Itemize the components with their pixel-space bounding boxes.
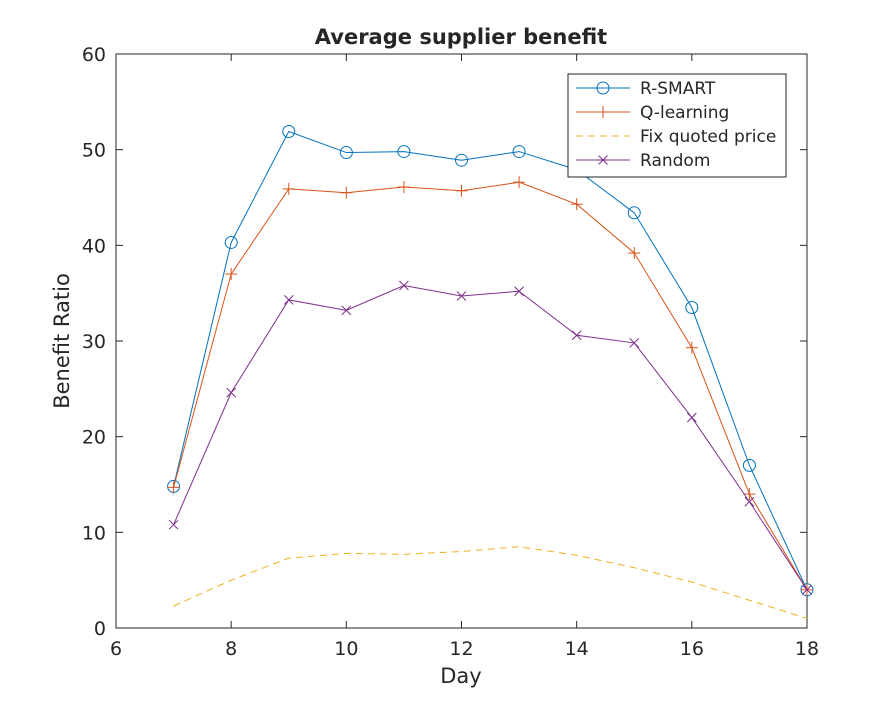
legend-label: Random: [640, 151, 710, 171]
x-tick-label: 10: [334, 638, 358, 660]
x-tick-label: 8: [225, 638, 237, 660]
y-tick-label: 40: [82, 235, 106, 257]
x-tick-label: 12: [449, 638, 473, 660]
data-point-random: [686, 412, 697, 423]
data-point-q-learning: [513, 176, 526, 189]
data-point-r-smart: [742, 458, 756, 472]
legend-label: Q-learning: [640, 103, 729, 123]
data-point-random: [571, 330, 582, 341]
data-point-r-smart: [455, 153, 468, 167]
data-point-r-smart: [282, 124, 296, 138]
x-tick-label: 16: [680, 638, 704, 660]
data-point-q-learning: [282, 182, 295, 195]
x-tick-label: 6: [110, 638, 122, 660]
data-point-random: [226, 387, 237, 398]
series-line-r-smart: [173, 130, 808, 590]
data-point-random: [514, 286, 524, 297]
data-point-q-learning: [685, 341, 698, 354]
data-point-r-smart: [224, 235, 238, 249]
x-axis: 6 8 10 12 14 16 18: [110, 54, 819, 660]
data-point-random: [744, 496, 755, 507]
y-tick-label: 0: [94, 618, 106, 640]
legend: R-SMART Q-learning Fix quoted price Random: [567, 73, 787, 178]
series-q-learning: [167, 176, 813, 596]
y-tick-label: 10: [82, 522, 106, 544]
legend-marker-random: [598, 155, 608, 165]
legend-marker-r-smart: [596, 81, 610, 95]
x-tick-label: 14: [565, 638, 589, 660]
data-point-q-learning: [570, 198, 583, 211]
data-point-r-smart: [397, 145, 411, 159]
x-axis-label: Day: [440, 664, 481, 688]
y-tick-label: 30: [82, 331, 106, 353]
legend-label: Fix quoted price: [640, 127, 776, 147]
data-point-r-smart: [339, 146, 353, 160]
data-point-q-learning: [167, 481, 180, 494]
y-tick-label: 50: [82, 140, 106, 162]
data-point-r-smart: [512, 145, 526, 159]
data-point-random: [802, 584, 812, 595]
data-point-q-learning: [455, 184, 468, 197]
series-line-q-learning: [173, 181, 808, 590]
y-tick-label: 60: [82, 44, 106, 66]
y-axis: 0 10 20 30 40 50 60: [82, 44, 807, 640]
data-point-q-learning: [397, 180, 410, 193]
chart-title: Average supplier benefit: [315, 25, 607, 49]
series-layer: [167, 124, 814, 619]
series-fix-quoted-price: [173, 546, 808, 619]
data-point-q-learning: [340, 186, 353, 199]
series-line-fix-quoted-price: [173, 546, 808, 619]
data-point-random: [399, 280, 409, 291]
legend-label: R-SMART: [640, 79, 716, 99]
data-point-random: [283, 295, 294, 305]
data-point-q-learning: [628, 246, 641, 259]
data-point-random: [629, 338, 640, 348]
data-point-q-learning: [743, 488, 756, 501]
data-point-random: [456, 291, 467, 301]
data-point-q-learning: [225, 268, 238, 281]
data-point-random: [341, 305, 352, 316]
data-point-random: [168, 519, 179, 530]
y-axis-label: Benefit Ratio: [50, 273, 74, 409]
y-tick-label: 20: [82, 427, 106, 449]
x-tick-label: 18: [795, 638, 819, 660]
data-point-r-smart: [685, 301, 699, 315]
legend-marker-q-learning: [597, 106, 609, 118]
series-random: [168, 280, 812, 595]
data-point-r-smart: [627, 206, 641, 220]
series-line-random: [173, 284, 808, 591]
